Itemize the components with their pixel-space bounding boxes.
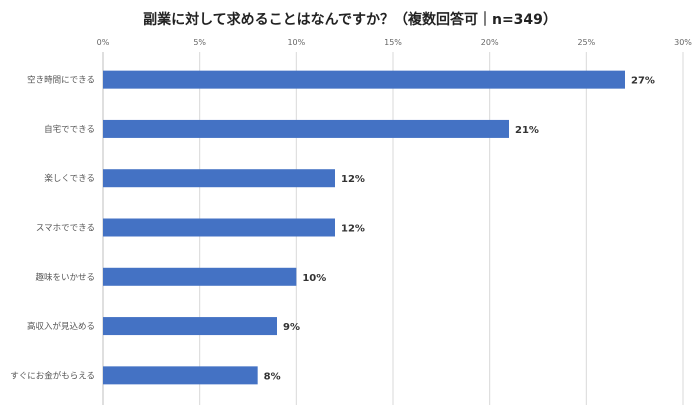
- category-label: スマホでできる: [36, 224, 95, 234]
- x-tick-label: 25%: [577, 38, 595, 47]
- x-tick-label: 15%: [384, 38, 402, 47]
- category-label: 趣味をいかせる: [35, 272, 95, 283]
- x-tick-label: 0%: [97, 38, 110, 47]
- bar: [103, 317, 277, 336]
- bar: [103, 169, 335, 188]
- x-tick-label: 30%: [674, 38, 692, 47]
- chart-title: 副業に対して求めることはなんですか？（複数回答可｜n=349）: [143, 11, 557, 28]
- bar: [103, 70, 625, 89]
- bar: [103, 218, 335, 237]
- category-label: 自宅でできる: [44, 124, 95, 135]
- bar: [103, 119, 509, 138]
- data-label: 9%: [283, 322, 300, 333]
- category-label: 空き時間にできる: [27, 75, 95, 86]
- category-label: 高収入が見込める: [27, 321, 95, 332]
- x-tick-label: 20%: [481, 38, 499, 47]
- x-tick-label: 10%: [287, 38, 305, 47]
- data-label: 8%: [264, 371, 281, 382]
- data-label: 10%: [302, 273, 326, 284]
- category-label: 楽しくできる: [44, 173, 95, 184]
- x-tick-label: 5%: [193, 38, 206, 47]
- data-label: 12%: [341, 224, 365, 235]
- data-label: 21%: [515, 125, 539, 136]
- data-label: 27%: [631, 76, 655, 87]
- data-label: 12%: [341, 174, 365, 185]
- category-label: すぐにお金がもらえる: [10, 370, 95, 381]
- bar: [103, 366, 258, 385]
- bar: [103, 267, 297, 286]
